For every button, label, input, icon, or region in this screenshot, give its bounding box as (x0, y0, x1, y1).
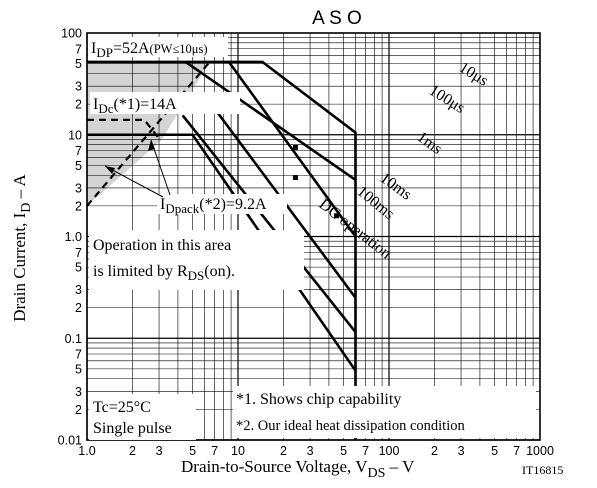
y-tick-label: 3 (75, 283, 82, 297)
idc-label-bg (90, 92, 240, 114)
area-note-bg (89, 230, 304, 290)
series-layer (86, 60, 357, 440)
area-note-line1: Operation in this area (93, 237, 231, 254)
condition-tc: Tc=25°C (93, 399, 151, 416)
idpack-leader-2 (104, 165, 164, 198)
x-tick-label: 7 (211, 444, 218, 458)
series-10-s (87, 60, 357, 440)
idp-label-bg (88, 37, 228, 57)
x-tick-label: 3 (156, 444, 163, 458)
x-tick-label: 10 (231, 444, 245, 458)
idpack-label-bg (157, 194, 287, 214)
idpack-arrowhead-1 (148, 140, 155, 151)
curve-marker (334, 213, 340, 219)
x-tick-label: 2 (431, 444, 438, 458)
y-tick-label: 0.1 (65, 332, 82, 346)
notes-bg (233, 386, 536, 438)
idp-label: IDP=52A(PW≤10μs) (91, 40, 208, 60)
x-tick-label: 100 (379, 444, 400, 458)
x-tick-label: 7 (362, 444, 369, 458)
condition-single-pulse: Single pulse (93, 420, 172, 437)
series-i-dc-limit (87, 118, 160, 140)
y-tick-label: 7 (75, 348, 82, 362)
y-tick-label: 7 (75, 144, 82, 158)
y-tick-label: 2 (75, 98, 82, 112)
note-1: *1. Shows chip capability (236, 391, 401, 408)
y-tick-label: 10 (68, 128, 82, 142)
curve-marker (292, 144, 298, 150)
conditions-bg (89, 394, 196, 440)
y-tick-label: 2 (75, 199, 82, 213)
y-tick-label: 7 (75, 246, 82, 260)
y-tick-label: 7 (75, 42, 82, 56)
x-tick-label: 3 (458, 444, 465, 458)
idpack-label: IDpack(*2)=9.2A (160, 196, 267, 216)
x-tick-label: 2 (129, 444, 136, 458)
area-note-line2: is limited by RDS(on). (93, 263, 235, 283)
y-tick-label: 2 (75, 403, 82, 417)
y-axis-label: Drain Current, ID – A (10, 174, 34, 322)
y-tick-label: 1.0 (65, 230, 82, 244)
y-tick-label: 0.01 (58, 434, 82, 448)
x-tick-label: 7 (513, 444, 520, 458)
y-tick-label: 5 (75, 362, 82, 376)
x-tick-label: 5 (189, 444, 196, 458)
y-tick-label: 100 (61, 27, 82, 41)
x-tick-label: 1000 (526, 444, 554, 458)
note-2: *2. Our ideal heat dissipation condition (236, 418, 465, 434)
y-tick-label: 3 (75, 385, 82, 399)
x-tick-label: 3 (307, 444, 314, 458)
plot-frame (86, 32, 541, 441)
chart-title: A S O (312, 8, 362, 29)
curve-marker (292, 175, 298, 181)
series-r-ds-on-limit (86, 61, 211, 207)
x-tick-label: 5 (491, 444, 498, 458)
x-tick-label: 5 (340, 444, 347, 458)
series-100ms (181, 114, 357, 333)
x-tick-label: 2 (280, 444, 287, 458)
series-1ms (227, 61, 357, 238)
x-tick-labels: 1.0 2 3 5 7 10 2 3 5 7 100 2 3 5 7 1000 (78, 444, 554, 458)
idc-label: IDc(*1)=14A (93, 96, 177, 116)
curve-label-1ms: 1ms (414, 128, 446, 157)
y-tick-label: 5 (75, 159, 82, 173)
x-tick-label: 1.0 (78, 444, 95, 458)
y-tick-label: 5 (75, 57, 82, 71)
idpack-arrowhead-2 (105, 166, 115, 174)
figure-id: IT16815 (522, 463, 563, 477)
y-tick-label: 5 (75, 261, 82, 275)
series-dc-operation (87, 133, 357, 372)
y-tick-label: 3 (75, 181, 82, 195)
curve-label-100us: 100μs (426, 82, 468, 117)
x-axis-label: Drain-to-Source Voltage, VDS – V (181, 457, 415, 481)
y-tick-label: 3 (75, 80, 82, 94)
y-tick-label: 2 (75, 301, 82, 315)
